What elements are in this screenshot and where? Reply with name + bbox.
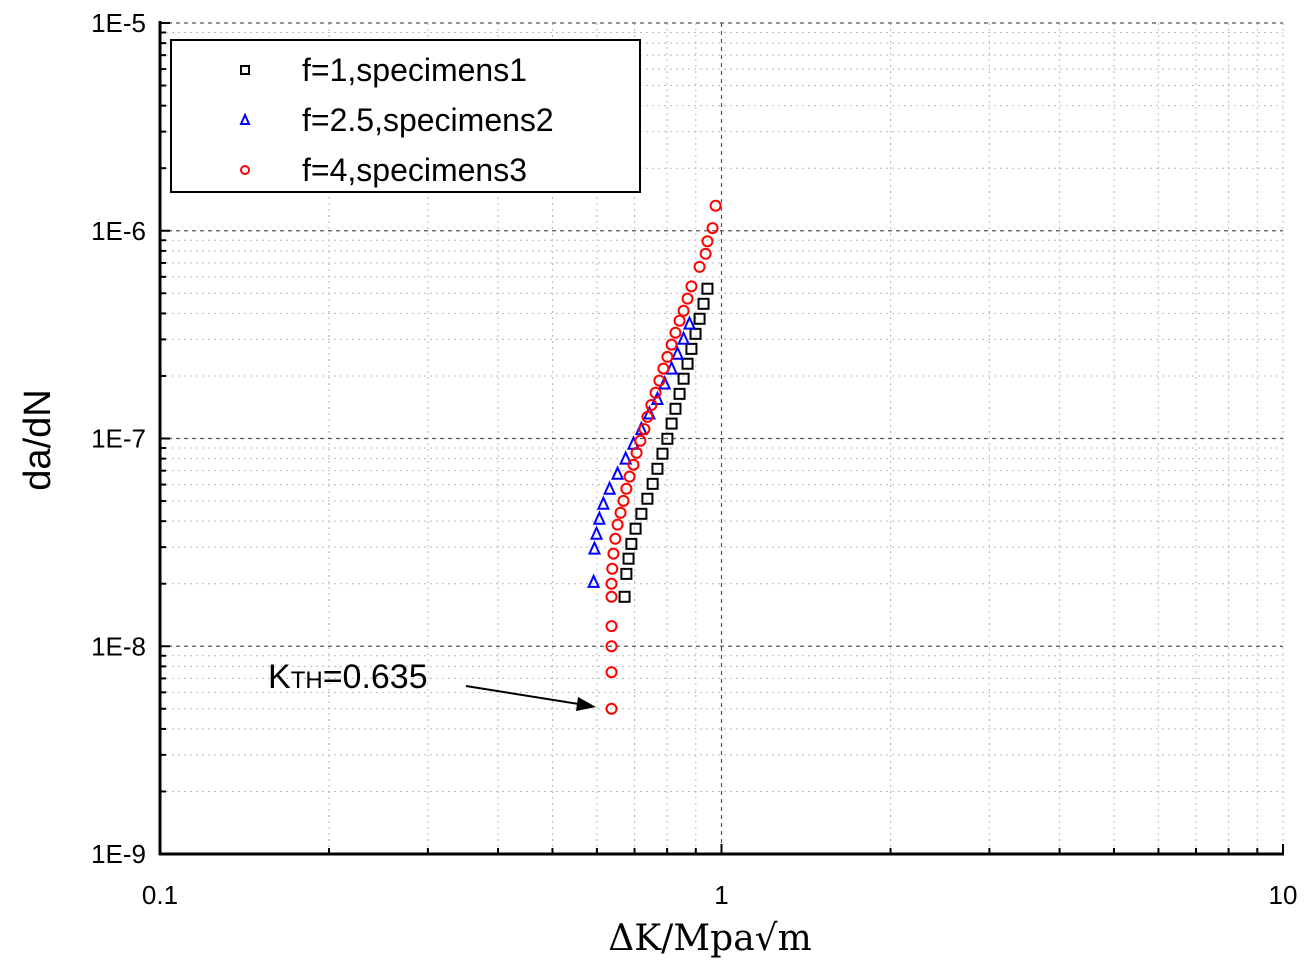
y-tick-label: 1E-6 [91, 216, 146, 246]
annotation-sub: TH [291, 667, 323, 694]
data-point-triangle [611, 465, 625, 480]
data-point-square [697, 297, 710, 310]
x-tick-label: 1 [714, 880, 728, 910]
data-point-square [656, 447, 669, 460]
data-point-square [677, 372, 690, 385]
data-point-circle [681, 292, 694, 305]
data-point-triangle [603, 480, 617, 495]
legend-label: f=4,specimens3 [302, 152, 527, 188]
data-point-circle [620, 482, 633, 495]
arrow-head-icon [576, 697, 596, 711]
data-point-triangle [619, 450, 633, 465]
data-point-circle [605, 590, 618, 603]
data-point-circle [627, 458, 640, 471]
x-tick-label: 10 [1269, 880, 1298, 910]
data-point-circle [645, 398, 658, 411]
data-point-circle [605, 577, 618, 590]
data-point-circle [665, 338, 678, 351]
data-point-square [618, 590, 631, 603]
y-tick-label: 1E-9 [91, 839, 146, 869]
data-point-circle [709, 199, 722, 212]
data-point-square [635, 507, 648, 520]
data-point-square [641, 492, 654, 505]
data-point-triangle [587, 573, 601, 588]
data-points [587, 199, 722, 715]
data-point-circle [641, 410, 654, 423]
legend-marker-circle [240, 165, 250, 175]
annotation-kth: KTH=0.635 [268, 658, 596, 711]
data-point-triangle [589, 525, 604, 540]
data-point-triangle [596, 495, 610, 510]
data-point-square [646, 477, 659, 490]
data-point-square [625, 537, 638, 550]
data-point-circle [649, 386, 662, 399]
tick-labels: 0.1 1 10 1E-9 1E-8 1E-7 1E-6 1E-5 [91, 8, 1297, 910]
data-point-circle [617, 494, 630, 507]
data-point-square [629, 522, 642, 535]
y-tick-label: 1E-8 [91, 631, 146, 661]
data-point-circle [677, 304, 690, 317]
data-point-circle [685, 280, 698, 293]
data-point-circle [699, 247, 712, 260]
data-point-circle [693, 260, 706, 273]
data-point-square [685, 342, 698, 355]
data-point-circle [607, 547, 620, 560]
axes [158, 21, 1284, 856]
data-point-square [701, 282, 714, 295]
y-tick-label: 1E-7 [91, 424, 146, 454]
data-point-circle [611, 518, 624, 531]
annotation-value: =0.635 [323, 658, 428, 696]
data-point-circle [605, 666, 618, 679]
data-point-circle [606, 562, 619, 575]
data-point-square [651, 462, 664, 475]
data-point-triangle [677, 330, 691, 345]
y-tick-label: 1E-5 [91, 8, 146, 38]
data-point-circle [673, 314, 686, 327]
data-point-square [665, 417, 678, 430]
data-point-circle [609, 532, 622, 545]
svg-text:KTH=0.635: KTH=0.635 [268, 658, 428, 696]
data-point-square [661, 432, 674, 445]
legend: f=1,specimens1 f=2.5,specimens2 f=4,specim… [170, 39, 641, 193]
annotation-k: K [268, 658, 291, 696]
data-point-circle [634, 434, 647, 447]
data-point-circle [623, 470, 636, 483]
legend-label: f=2.5,specimens2 [302, 102, 554, 138]
data-point-triangle [592, 510, 606, 525]
data-point-square [681, 357, 694, 370]
data-point-triangle [658, 375, 672, 390]
data-point-square [669, 402, 682, 415]
data-point-circle [605, 640, 618, 653]
data-point-triangle [587, 540, 602, 555]
y-axis-label: da/dN [17, 389, 59, 490]
data-point-circle [661, 350, 674, 363]
data-point-circle [701, 235, 714, 248]
data-point-circle [706, 222, 719, 235]
data-point-triangle [670, 345, 685, 360]
legend-label: f=1,specimens1 [302, 52, 527, 88]
x-axis-label: ΔK/Mpa√m [608, 918, 811, 959]
data-point-circle [614, 506, 627, 519]
data-point-triangle [682, 315, 697, 330]
data-point-circle [669, 326, 682, 339]
data-point-square [673, 387, 686, 400]
data-point-circle [605, 702, 618, 715]
data-point-circle [657, 362, 670, 375]
data-point-circle [630, 446, 643, 459]
data-point-circle [638, 423, 651, 436]
data-point-square [622, 552, 635, 565]
data-point-square [693, 312, 706, 325]
data-point-circle [653, 374, 666, 387]
annotation-arrow [465, 685, 586, 706]
data-point-square [620, 567, 633, 580]
x-tick-label: 0.1 [142, 880, 178, 910]
data-point-circle [605, 620, 618, 633]
legend-marker-triangle [239, 112, 251, 125]
legend-marker-square [240, 65, 250, 75]
